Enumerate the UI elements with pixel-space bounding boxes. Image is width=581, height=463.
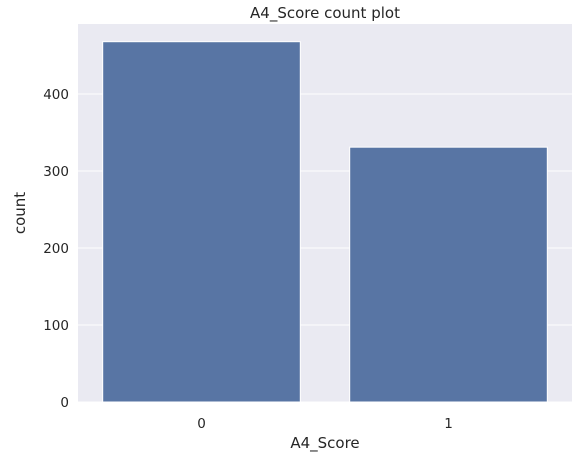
x-tick-label: 0 [197,416,206,432]
chart-title: A4_Score count plot [250,4,400,23]
y-tick-label: 0 [60,395,69,411]
bar-1 [349,146,548,403]
y-axis-label: count [11,192,29,234]
bar-0 [102,41,301,403]
y-axis-ticks: 0 100 200 300 400 [43,87,69,411]
y-tick-label: 400 [43,87,69,103]
y-tick-label: 200 [43,241,69,257]
x-axis-label: A4_Score [290,434,359,453]
x-tick-label: 1 [444,416,453,432]
y-tick-label: 100 [43,318,69,334]
y-tick-label: 300 [43,164,69,180]
bars [102,41,548,403]
